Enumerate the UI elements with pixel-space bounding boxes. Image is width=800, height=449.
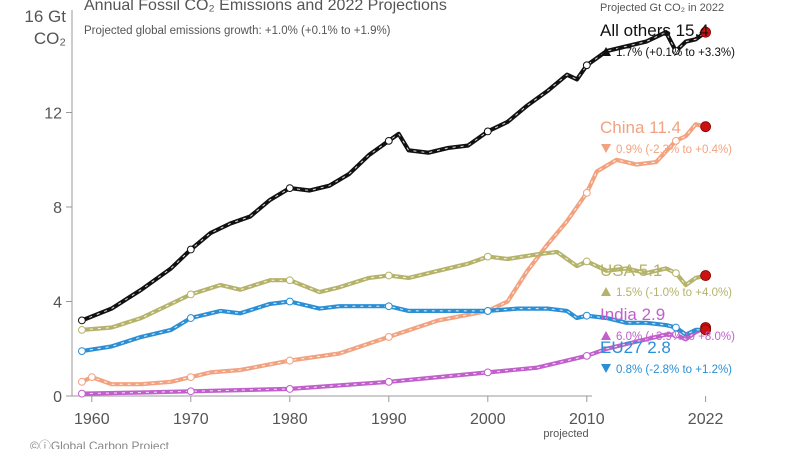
label-eu27: EU27 2.8 0.8% (-2.8% to +1.2%) — [600, 338, 732, 376]
data-point — [582, 257, 591, 266]
data-point — [285, 385, 294, 393]
label-china: China 11.4 0.9% (-2.3% to +0.4%) — [600, 118, 732, 156]
series-all-others — [78, 26, 711, 325]
data-point — [186, 387, 195, 396]
x-tick-label: 1960 — [74, 411, 110, 428]
chart-subtitle: Projected global emissions growth: +1.0%… — [84, 25, 391, 37]
data-point — [672, 136, 680, 145]
series-name-label: India 2.9 — [600, 305, 665, 324]
label-usa: USA 5.1 1.5% (-1.0% to +4.0%) — [600, 261, 732, 299]
data-point — [384, 333, 393, 341]
x-tick-label: 2022 — [688, 411, 724, 428]
series-line — [79, 299, 708, 354]
series-labels: All others 15.4 1.7% (+0.1% to +3.3%) Chin… — [600, 21, 735, 376]
series-name-label: All others 15.4 — [600, 21, 709, 40]
series-growth-label: 0.9% (-2.3% to +0.4%) — [616, 144, 732, 156]
data-point — [483, 127, 492, 136]
projected-label: projected — [543, 428, 588, 440]
data-point — [285, 297, 294, 306]
data-point — [186, 314, 195, 322]
projected-point — [700, 270, 711, 281]
x-tick-label: 2010 — [569, 411, 605, 428]
series-name-label: China 11.4 — [600, 118, 681, 137]
series-eu27 — [78, 297, 711, 356]
series-usa — [78, 249, 711, 334]
x-tick-label: 2000 — [470, 411, 506, 428]
y-axis-co2: CO₂ — [34, 29, 66, 48]
series-india — [78, 322, 711, 398]
series-name-label: EU27 2.8 — [600, 338, 671, 357]
data-point — [483, 368, 492, 377]
data-point — [582, 61, 591, 70]
data-point — [78, 325, 86, 334]
data-point — [78, 377, 86, 386]
projected-point — [700, 324, 711, 336]
data-point — [384, 302, 393, 311]
y-tick-label: 12 — [44, 106, 62, 123]
data-point — [285, 276, 294, 285]
arrow-up-icon — [601, 331, 611, 340]
arrow-up-icon — [601, 47, 611, 56]
chart-title: Annual Fossil CO₂ Emissions and 2022 Pro… — [84, 0, 447, 14]
data-point — [672, 323, 680, 332]
y-tick-label: 8 — [53, 200, 62, 217]
projected-point — [700, 26, 711, 38]
data-point — [285, 184, 294, 193]
data-point — [672, 47, 680, 55]
series-growth-label: 1.7% (+0.1% to +3.3%) — [616, 47, 735, 59]
series-layer — [78, 26, 711, 398]
arrow-down-icon — [601, 144, 611, 153]
data-point — [384, 271, 393, 280]
y-axis-unit: 16 Gt — [24, 7, 66, 26]
data-point — [87, 373, 96, 382]
projected-point — [700, 121, 711, 133]
arrow-down-icon — [601, 364, 611, 373]
data-point — [384, 377, 393, 386]
series-line-dash — [81, 251, 706, 331]
y-tick-label: 4 — [53, 295, 62, 312]
data-point — [582, 351, 591, 360]
x-tick-label: 1980 — [272, 411, 308, 428]
data-point — [186, 373, 195, 382]
data-point — [483, 307, 492, 315]
data-point — [78, 389, 86, 398]
data-point — [582, 311, 591, 320]
data-point — [78, 316, 86, 325]
series-line-dash — [81, 123, 706, 385]
credit-text: ©ⓘGlobal Carbon Project — [30, 439, 170, 449]
data-point — [78, 347, 86, 356]
x-tick-label: 1990 — [371, 411, 407, 428]
legend-header: Projected Gt CO₂ in 2022 — [600, 2, 724, 14]
data-point — [186, 290, 195, 299]
data-point — [582, 188, 591, 197]
data-point — [186, 245, 195, 254]
label-india: India 2.9 6.0% (+3.9% to +8.0%) — [600, 305, 735, 343]
series-growth-label: 0.8% (-2.8% to +1.2%) — [616, 364, 732, 376]
arrow-up-icon — [601, 287, 611, 296]
series-growth-label: 6.0% (+3.9% to +8.0%) — [616, 331, 735, 343]
data-point — [483, 252, 492, 261]
axes: 0 4 8 12 1960 1970 1980 1990 2000 2010 2022 — [44, 10, 723, 428]
label-all-others: All others 15.4 1.7% (+0.1% to +3.3%) — [600, 21, 735, 59]
series-name-label: USA 5.1 — [600, 261, 662, 280]
data-point — [285, 356, 294, 365]
data-point — [384, 136, 393, 145]
data-point — [672, 269, 680, 278]
y-tick-label: 0 — [53, 389, 62, 406]
series-growth-label: 1.5% (-1.0% to +4.0%) — [616, 287, 732, 299]
series-line-dash — [81, 31, 706, 321]
x-tick-label: 1970 — [173, 411, 209, 428]
